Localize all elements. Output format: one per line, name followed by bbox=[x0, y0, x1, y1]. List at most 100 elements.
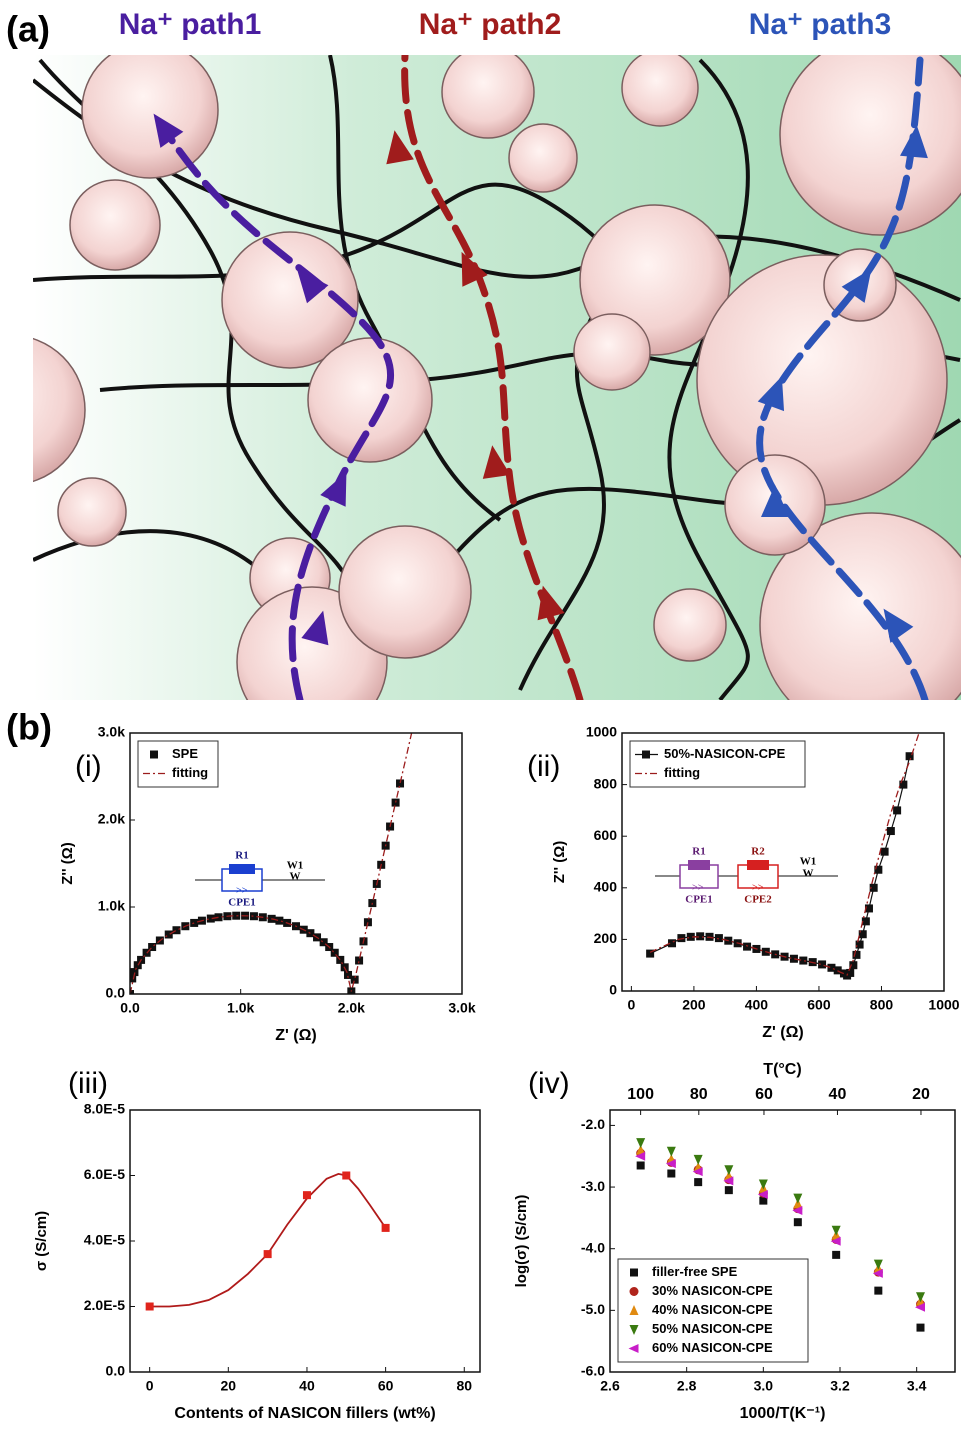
data-point bbox=[164, 930, 173, 939]
data-point bbox=[874, 1286, 883, 1295]
data-point bbox=[893, 806, 902, 815]
y-axis-label: Z'' (Ω) bbox=[59, 842, 76, 884]
data-point bbox=[799, 956, 808, 965]
plot-frame bbox=[621, 732, 945, 992]
x-axis-label: Contents of NASICON fillers (wt%) bbox=[174, 1405, 435, 1422]
plot-area bbox=[646, 733, 920, 980]
data-point bbox=[133, 961, 142, 970]
legend-label: fitting bbox=[664, 765, 700, 780]
data-point bbox=[852, 950, 861, 959]
data-point bbox=[759, 1196, 768, 1205]
plot-frame bbox=[609, 1109, 956, 1373]
data-point bbox=[302, 1191, 311, 1200]
x-tick-label: 800 bbox=[870, 997, 894, 1013]
data-point bbox=[886, 827, 895, 836]
data-point bbox=[792, 1205, 803, 1215]
chart: (ii) 0 200 400 600 800 1000 0 200 400 600 800 1000 Z'… bbox=[527, 724, 960, 1042]
data-point bbox=[636, 1144, 646, 1155]
data-point bbox=[855, 940, 864, 949]
inset-label: CPE1 bbox=[685, 894, 713, 906]
data-point bbox=[330, 948, 339, 957]
svg-text:>>: >> bbox=[752, 882, 764, 893]
data-point bbox=[263, 1250, 272, 1259]
x-tick-label: 400 bbox=[745, 997, 769, 1013]
x2-tick-label: 20 bbox=[912, 1086, 930, 1103]
data-point bbox=[832, 1250, 841, 1259]
data-point bbox=[723, 1176, 734, 1186]
data-point bbox=[789, 954, 798, 963]
data-point bbox=[758, 1179, 768, 1190]
y-tick-label: 4.0E-5 bbox=[84, 1232, 125, 1248]
legend-label: 60% NASICON-CPE bbox=[652, 1340, 773, 1355]
legend-label: 30% NASICON-CPE bbox=[652, 1283, 773, 1298]
data-point bbox=[130, 968, 139, 977]
path-label: Na⁺ path1 bbox=[119, 8, 262, 41]
y-tick-label: 0.0 bbox=[106, 985, 126, 1001]
panel-label: (a) bbox=[6, 9, 50, 50]
legend-label: 50%-NASICON-CPE bbox=[664, 746, 786, 761]
series-line bbox=[130, 733, 413, 994]
inset-label: CPE1 bbox=[228, 897, 256, 909]
data-point bbox=[793, 1218, 802, 1227]
y-tick-label: 400 bbox=[594, 879, 618, 895]
data-point bbox=[872, 1268, 883, 1278]
x-tick-label: 3.0k bbox=[448, 1000, 475, 1016]
data-point bbox=[793, 1193, 803, 1204]
y-axis-label: Z'' (Ω) bbox=[551, 841, 568, 883]
data-point bbox=[396, 779, 405, 788]
y-tick-label: -3.0 bbox=[581, 1178, 605, 1194]
legend-marker bbox=[642, 750, 650, 759]
y-tick-label: 3.0k bbox=[98, 724, 125, 740]
data-point bbox=[915, 1302, 925, 1312]
legend-marker bbox=[150, 750, 158, 759]
data-point bbox=[827, 963, 836, 972]
data-point bbox=[830, 1236, 841, 1246]
data-point bbox=[275, 916, 284, 925]
inset-label: R2 bbox=[751, 846, 765, 858]
y-tick-label: 0.0 bbox=[106, 1363, 126, 1379]
data-point bbox=[899, 780, 908, 789]
data-point bbox=[916, 1323, 925, 1332]
data-point bbox=[344, 970, 353, 979]
x-tick-label: 1.0k bbox=[227, 1000, 254, 1016]
legend-label: 40% NASICON-CPE bbox=[652, 1302, 773, 1317]
x2-tick-label: 60 bbox=[755, 1086, 773, 1103]
x-axis-label: Z' (Ω) bbox=[275, 1027, 317, 1044]
x-tick-label: 2.0k bbox=[338, 1000, 365, 1016]
data-point bbox=[319, 938, 328, 947]
y-axis-label: log(σ) (S/cm) bbox=[513, 1195, 530, 1288]
inset-label: R1 bbox=[692, 846, 705, 858]
data-point bbox=[172, 926, 181, 935]
data-point bbox=[693, 1154, 703, 1165]
x2-tick-label: 40 bbox=[829, 1086, 847, 1103]
data-point bbox=[668, 939, 677, 948]
data-point bbox=[861, 917, 870, 926]
data-point bbox=[686, 932, 695, 941]
x-tick-label: 2.6 bbox=[600, 1378, 620, 1394]
x-tick-label: 60 bbox=[378, 1378, 394, 1394]
data-point bbox=[696, 932, 705, 941]
x-tick-label: 3.4 bbox=[907, 1378, 927, 1394]
data-point bbox=[874, 865, 883, 874]
x-tick-label: 0 bbox=[146, 1378, 154, 1394]
plot-area bbox=[145, 1171, 390, 1311]
y-tick-label: -2.0 bbox=[581, 1116, 605, 1132]
chart: (i) 0.0 1.0k 2.0k 3.0k 0.0 1.0k 2.0k 3.0k Z' (Ω) Z… bbox=[59, 724, 476, 1045]
data-point bbox=[846, 968, 855, 977]
panel-a: (a) Na⁺ path1 Na⁺ path2 Na⁺ path3 bbox=[6, 8, 961, 700]
data-point bbox=[905, 752, 914, 761]
data-point bbox=[858, 930, 867, 939]
x-tick-label: 2.8 bbox=[677, 1378, 697, 1394]
inset-label: W bbox=[803, 868, 814, 880]
panel-label: (iii) bbox=[68, 1067, 108, 1100]
legend-box bbox=[629, 740, 806, 788]
data-point bbox=[145, 1302, 154, 1311]
x-tick-label: 3.0 bbox=[754, 1378, 774, 1394]
data-point bbox=[724, 1186, 733, 1195]
data-point bbox=[646, 949, 655, 958]
y-tick-label: 1.0k bbox=[98, 898, 125, 914]
y-axis-label: σ (S/cm) bbox=[33, 1211, 50, 1271]
x-tick-label: 1000 bbox=[928, 997, 959, 1013]
y-tick-label: 800 bbox=[594, 775, 618, 791]
panel-label: (ii) bbox=[527, 750, 560, 783]
